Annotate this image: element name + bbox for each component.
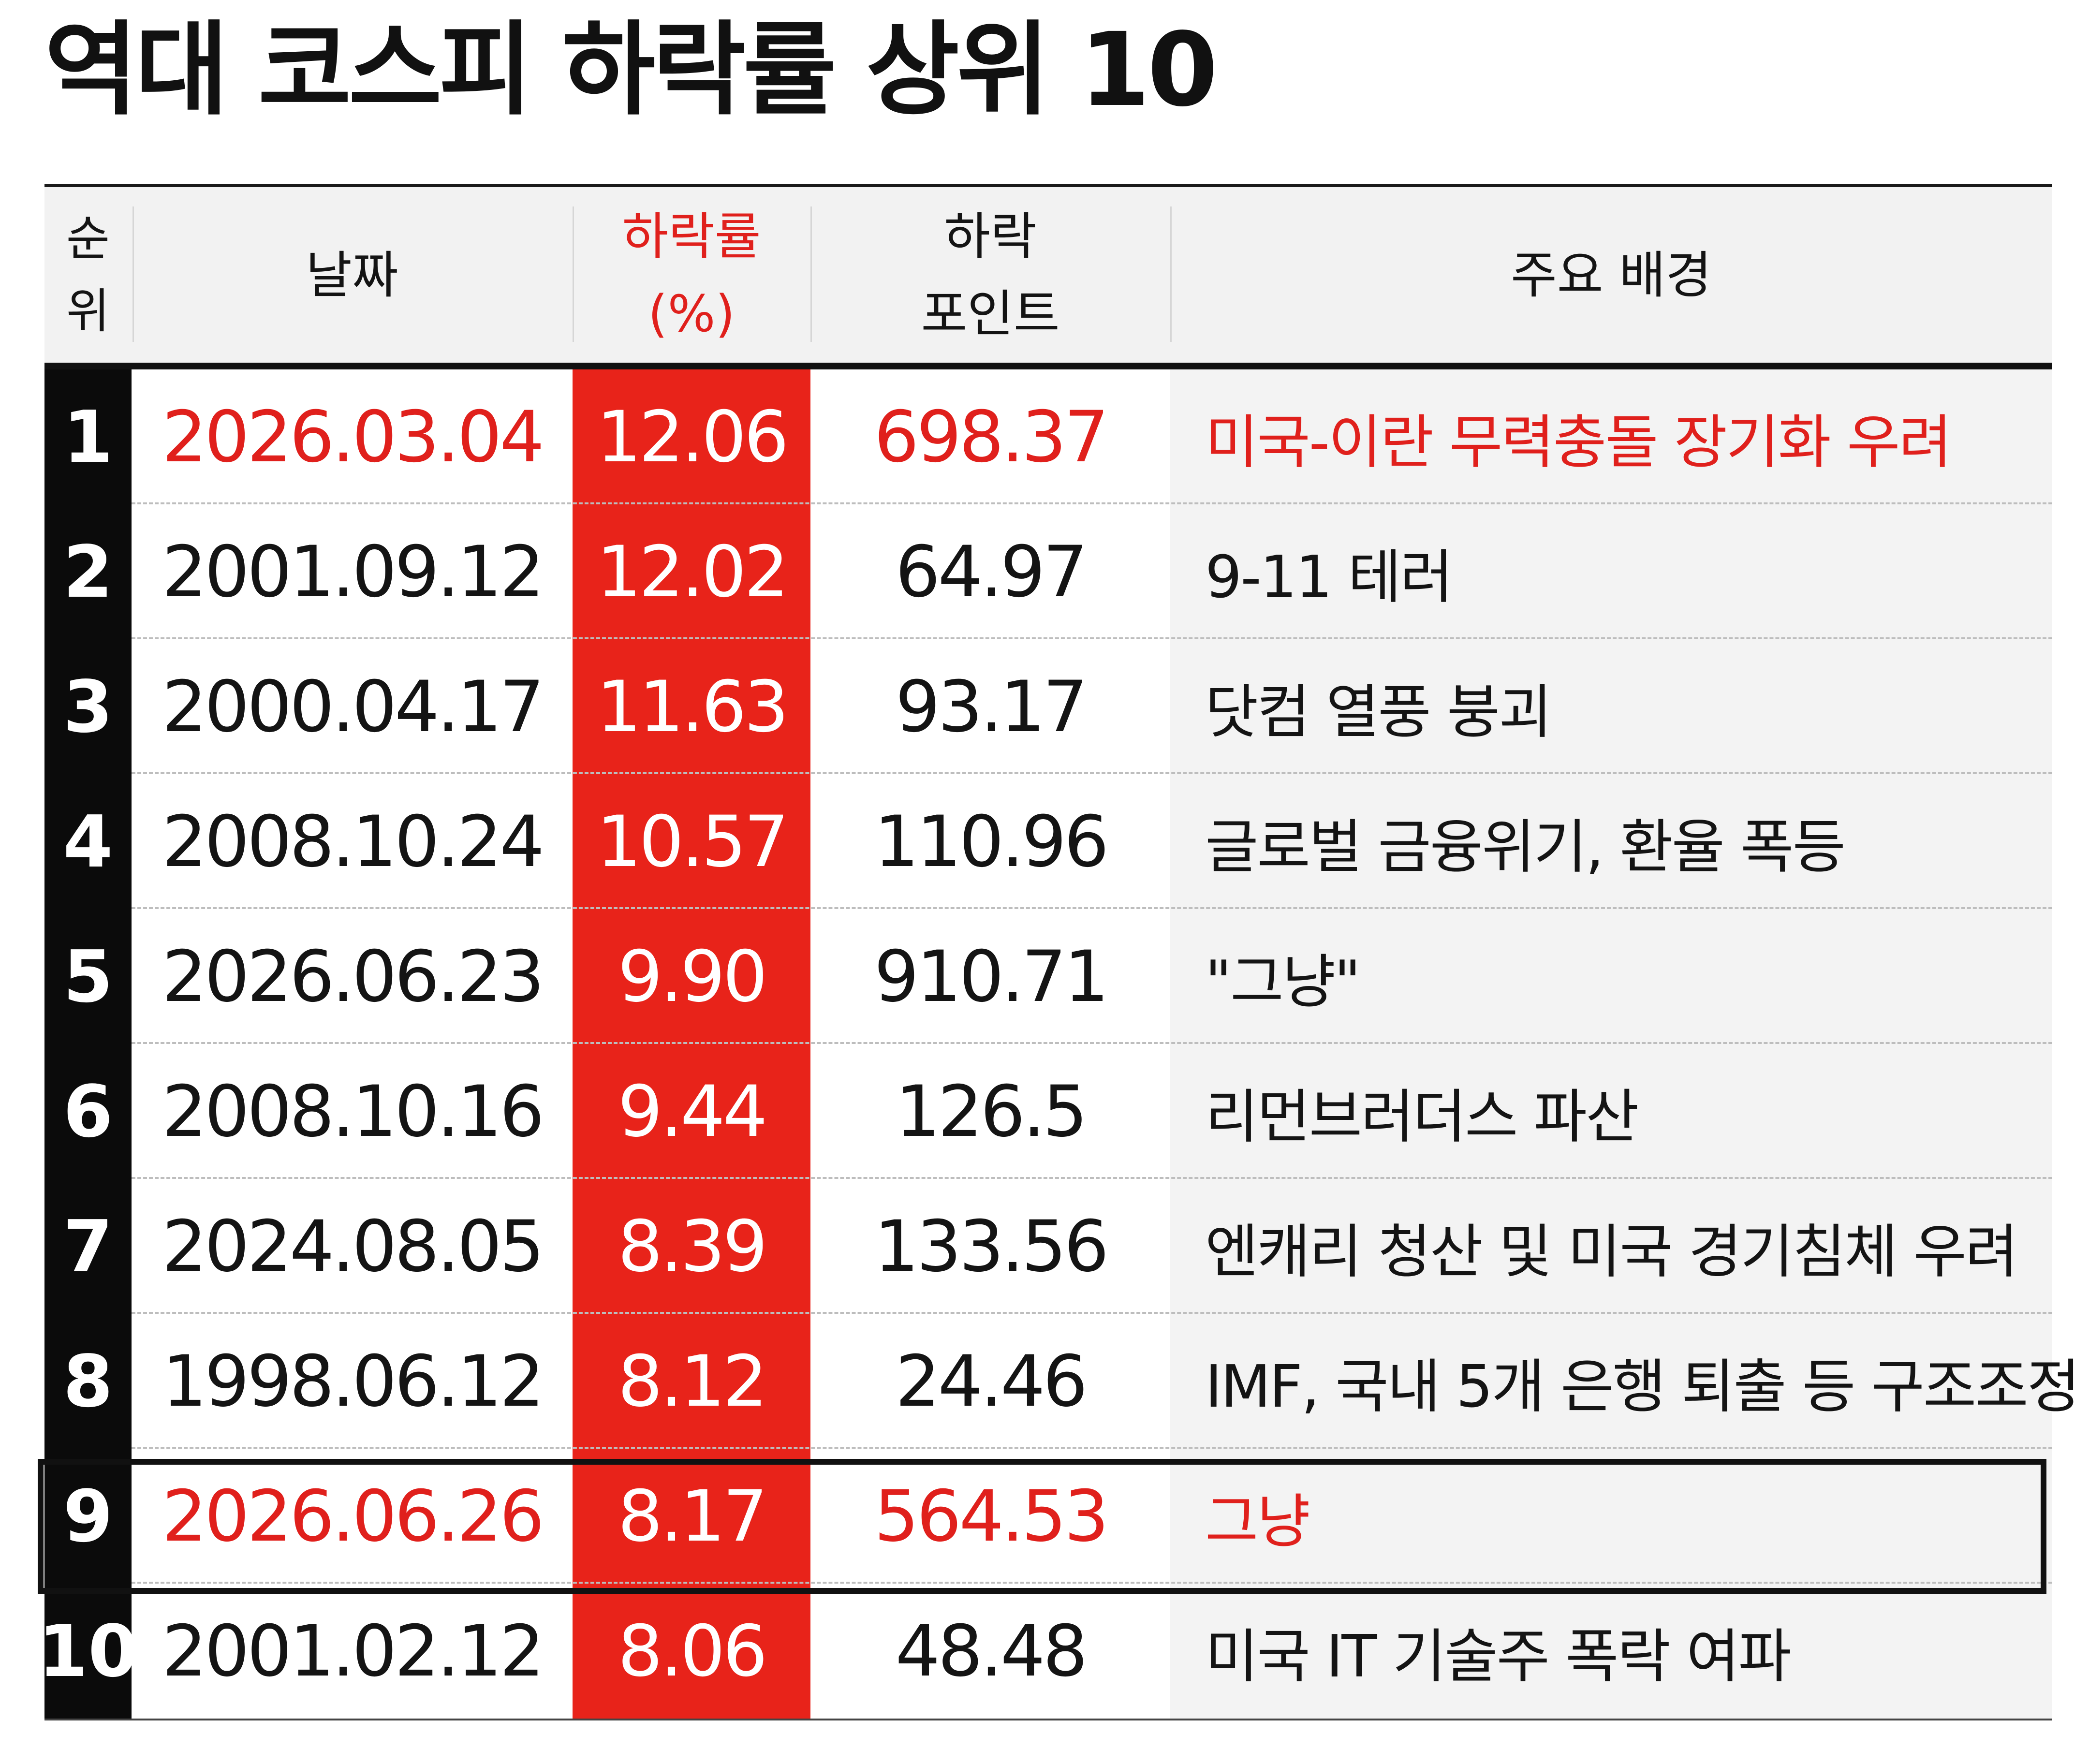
table-row: 10 2001.02.12 8.06 48.48 미국 IT 기술주 폭락 여파 [38, 1584, 2052, 1719]
date-cell: 2024.08.05 [162, 1205, 544, 1288]
points-cell: 48.48 [895, 1610, 1088, 1692]
date-cell: 2001.09.12 [162, 530, 544, 613]
header-separator [573, 206, 574, 342]
background-cell: 글로벌 금융위기, 환율 폭등 [1205, 813, 1846, 881]
background-cell: 닷컴 열풍 붕괴 [1205, 678, 1552, 746]
header-background: 주요 배경 [1170, 187, 2052, 363]
page-title: 역대 코스피 하락률 상위 10 [44, 11, 1218, 129]
rate-column-band [573, 369, 810, 1719]
table-row: 2 2001.09.12 12.02 64.97 9-11 테러 [44, 504, 2052, 639]
points-cell: 64.97 [895, 530, 1088, 613]
rank-cell: 8 [63, 1339, 113, 1423]
table-row: 3 2000.04.17 11.63 93.17 닷컴 열풍 붕괴 [44, 639, 2052, 774]
header-rank: 순 위 [44, 187, 132, 363]
table-row: 9 2026.06.26 8.17 564.53 그냥 [44, 1449, 2052, 1584]
rank-cell: 3 [63, 665, 113, 749]
points-cell: 698.37 [874, 396, 1109, 478]
table-bottom-rule [44, 1719, 2052, 1720]
background-cell: 9-11 테러 [1205, 544, 1453, 611]
header-rank-line1: 순 [66, 211, 110, 266]
date-cell: 1998.06.12 [162, 1340, 544, 1423]
rank-cell: 1 [63, 395, 113, 479]
header-separator [132, 206, 134, 342]
table-top-rule [44, 184, 2052, 187]
points-cell: 24.46 [895, 1340, 1088, 1423]
rate-cell: 9.90 [618, 935, 767, 1018]
rate-cell: 8.12 [618, 1340, 767, 1423]
row-divider [132, 1177, 2052, 1179]
date-cell: 2001.02.12 [162, 1610, 544, 1692]
table-row: 7 2024.08.05 8.39 133.56 엔캐리 청산 및 미국 경기침체 우려 [44, 1179, 2052, 1314]
header-rule [44, 363, 2052, 369]
rank-cell: 9 [63, 1474, 113, 1558]
rank-cell: 7 [63, 1205, 113, 1288]
date-cell: 2008.10.24 [162, 800, 544, 883]
header-separator [1170, 206, 1172, 342]
points-cell: 126.5 [895, 1070, 1088, 1153]
background-cell: 엔캐리 청산 및 미국 경기침체 우려 [1205, 1218, 2018, 1286]
rate-cell: 10.57 [596, 800, 789, 883]
date-cell: 2008.10.16 [162, 1070, 544, 1153]
background-cell: 그냥 [1205, 1488, 1310, 1556]
rank-cell: 10 [38, 1609, 138, 1693]
header-background-label: 주요 배경 [1511, 245, 1712, 305]
header-date-label: 날짜 [306, 245, 398, 305]
points-cell: 110.96 [874, 800, 1109, 883]
rank-cell: 2 [63, 530, 113, 614]
row-divider [132, 1042, 2052, 1044]
header-points-line1: 하락 [944, 206, 1037, 266]
rank-cell: 6 [63, 1070, 113, 1153]
background-cell: 리먼브러더스 파산 [1205, 1083, 1639, 1151]
rate-cell: 8.39 [618, 1205, 767, 1288]
table-row: 1 2026.03.04 12.06 698.37 미국-이란 무력충돌 장기화 우려 [44, 369, 2052, 504]
header-separator [810, 206, 812, 342]
table-row: 4 2008.10.24 10.57 110.96 글로벌 금융위기, 환율 폭등 [44, 774, 2052, 909]
date-cell: 2026.06.23 [162, 935, 544, 1018]
header-date: 날짜 [132, 187, 573, 363]
date-cell: 2000.04.17 [162, 665, 544, 748]
rate-cell: 8.06 [618, 1610, 767, 1692]
background-column-band [1170, 369, 2052, 1719]
background-cell: "그냥" [1205, 948, 1361, 1016]
table-row: 6 2008.10.16 9.44 126.5 리먼브러더스 파산 [44, 1044, 2052, 1179]
rate-cell: 11.63 [596, 665, 789, 748]
row-divider [132, 637, 2052, 639]
table-body: 1 2026.03.04 12.06 698.37 미국-이란 무력충돌 장기화 우려 2… [38, 369, 2080, 1719]
table-row: 5 2026.06.23 9.90 910.71 "그냥" [44, 909, 2052, 1044]
background-cell: IMF, 국내 5개 은행 퇴출 등 구조조정 [1205, 1353, 2080, 1421]
date-cell: 2026.03.04 [162, 396, 544, 478]
row-divider [132, 502, 2052, 504]
rate-cell: 8.17 [618, 1475, 767, 1558]
background-cell: 미국-이란 무력충돌 장기화 우려 [1205, 409, 1952, 476]
background-cell: 미국 IT 기술주 폭락 여파 [1205, 1623, 1792, 1690]
header-points: 하락 포인트 [810, 187, 1170, 363]
row-divider [132, 1312, 2052, 1314]
header-rate-line1: 하락률 [622, 206, 761, 266]
rank-cell: 4 [63, 800, 113, 883]
points-cell: 93.17 [895, 665, 1088, 748]
header-rate: 하락률 (%) [573, 187, 810, 363]
row-divider [132, 772, 2052, 774]
rate-cell: 12.02 [596, 530, 789, 613]
points-cell: 133.56 [874, 1205, 1109, 1288]
drop-rate-table: 순 위 날짜 하락률 (%) 하락 포인트 주요 배경 [38, 184, 2080, 1726]
rank-column-band [44, 369, 132, 1719]
row-divider [132, 1447, 2052, 1449]
rank-cell: 5 [63, 935, 113, 1018]
date-cell: 2026.06.26 [162, 1475, 544, 1558]
points-cell: 910.71 [874, 935, 1109, 1018]
points-cell: 564.53 [874, 1475, 1109, 1558]
header-points-line2: 포인트 [921, 284, 1060, 343]
table-row: 8 1998.06.12 8.12 24.46 IMF, 국내 5개 은행 퇴출 등 구… [44, 1314, 2080, 1449]
header-rate-line2: (%) [648, 284, 735, 343]
header-rank-line2: 위 [66, 283, 110, 339]
rate-cell: 12.06 [596, 396, 789, 478]
row-divider [132, 907, 2052, 909]
table-header: 순 위 날짜 하락률 (%) 하락 포인트 주요 배경 [44, 187, 2052, 363]
rate-cell: 9.44 [618, 1070, 767, 1153]
row-divider [132, 1582, 2052, 1584]
